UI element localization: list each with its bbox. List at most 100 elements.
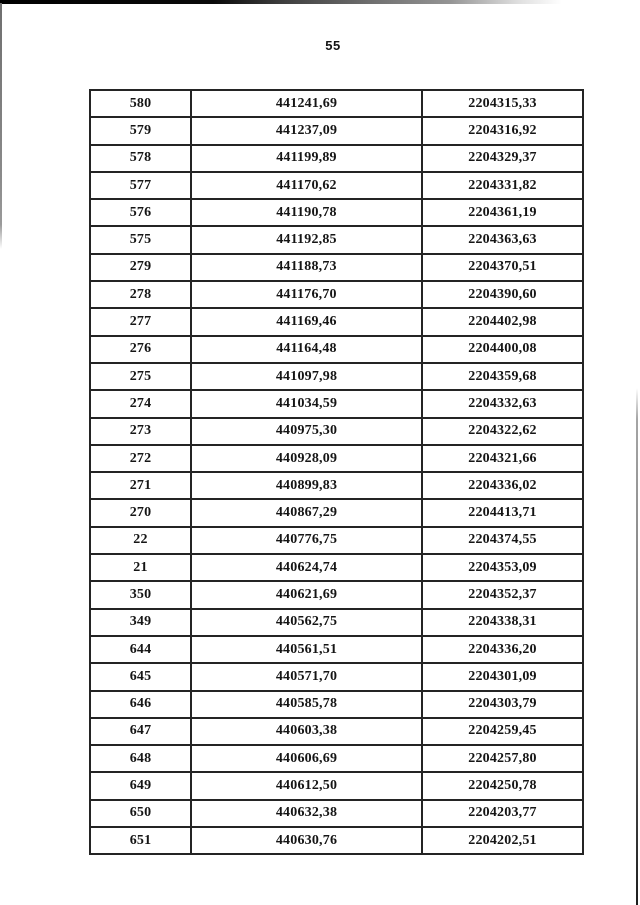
point-id-cell: 22	[89, 525, 192, 556]
y-coordinate-cell: 2204390,60	[421, 280, 584, 310]
y-coordinate-cell: 2204374,55	[421, 525, 584, 556]
table-row: 271 440899,83 2204336,02	[89, 471, 584, 501]
table-row: 648 440606,69 2204257,80	[89, 744, 584, 774]
table-row: 577 441170,62 2204331,82	[89, 170, 584, 201]
point-id-cell: 579	[89, 116, 192, 146]
table-row: 650 440632,38 2204203,77	[89, 798, 584, 829]
table-row: 277 441169,46 2204402,98	[89, 307, 584, 337]
table-row: 276 441164,48 2204400,08	[89, 334, 584, 364]
y-coordinate-cell: 2204370,51	[421, 252, 584, 283]
x-coordinate-cell: 440603,38	[190, 716, 423, 747]
point-id-cell: 646	[89, 689, 192, 719]
x-coordinate-cell: 441241,69	[190, 88, 423, 119]
x-coordinate-cell: 441199,89	[190, 143, 423, 173]
point-id-cell: 647	[89, 716, 192, 747]
point-id-cell: 272	[89, 443, 192, 474]
point-id-cell: 271	[89, 471, 192, 501]
x-coordinate-cell: 440606,69	[190, 744, 423, 774]
x-coordinate-cell: 441188,73	[190, 252, 423, 283]
x-coordinate-cell: 441034,59	[190, 389, 423, 419]
point-id-cell: 274	[89, 389, 192, 419]
y-coordinate-cell: 2204203,77	[421, 798, 584, 829]
table-row: 272 440928,09 2204321,66	[89, 443, 584, 474]
point-id-cell: 349	[89, 607, 192, 637]
table-row: 578 441199,89 2204329,37	[89, 143, 584, 173]
table-row: 21 440624,74 2204353,09	[89, 553, 584, 583]
x-coordinate-cell: 441176,70	[190, 280, 423, 310]
point-id-cell: 578	[89, 143, 192, 173]
coordinate-table: 580 441241,69 2204315,33 579 441237,09 220431…	[89, 88, 584, 856]
x-coordinate-cell: 441097,98	[190, 361, 423, 392]
x-coordinate-cell: 440928,09	[190, 443, 423, 474]
y-coordinate-cell: 2204332,63	[421, 389, 584, 419]
table-row: 576 441190,78 2204361,19	[89, 198, 584, 228]
table-row: 579 441237,09 2204316,92	[89, 116, 584, 146]
y-coordinate-cell: 2204301,09	[421, 662, 584, 692]
x-coordinate-cell: 440624,74	[190, 553, 423, 583]
point-id-cell: 276	[89, 334, 192, 364]
table-row: 647 440603,38 2204259,45	[89, 716, 584, 747]
y-coordinate-cell: 2204352,37	[421, 580, 584, 610]
point-id-cell: 650	[89, 798, 192, 829]
y-coordinate-cell: 2204329,37	[421, 143, 584, 173]
table-row: 644 440561,51 2204336,20	[89, 634, 584, 665]
table-row: 350 440621,69 2204352,37	[89, 580, 584, 610]
y-coordinate-cell: 2204250,78	[421, 771, 584, 801]
x-coordinate-cell: 441192,85	[190, 225, 423, 255]
x-coordinate-cell: 440561,51	[190, 634, 423, 665]
y-coordinate-cell: 2204338,31	[421, 607, 584, 637]
point-id-cell: 645	[89, 662, 192, 692]
point-id-cell: 577	[89, 170, 192, 201]
point-id-cell: 275	[89, 361, 192, 392]
y-coordinate-cell: 2204321,66	[421, 443, 584, 474]
point-id-cell: 279	[89, 252, 192, 283]
table-row: 580 441241,69 2204315,33	[89, 88, 584, 119]
point-id-cell: 648	[89, 744, 192, 774]
y-coordinate-cell: 2204363,63	[421, 225, 584, 255]
x-coordinate-cell: 440612,50	[190, 771, 423, 801]
x-coordinate-cell: 440899,83	[190, 471, 423, 501]
y-coordinate-cell: 2204400,08	[421, 334, 584, 364]
y-coordinate-cell: 2204257,80	[421, 744, 584, 774]
x-coordinate-cell: 440571,70	[190, 662, 423, 692]
y-coordinate-cell: 2204413,71	[421, 498, 584, 528]
x-coordinate-cell: 441170,62	[190, 170, 423, 201]
y-coordinate-cell: 2204259,45	[421, 716, 584, 747]
y-coordinate-cell: 2204359,68	[421, 361, 584, 392]
table-row: 279 441188,73 2204370,51	[89, 252, 584, 283]
table-row: 274 441034,59 2204332,63	[89, 389, 584, 419]
table-row: 273 440975,30 2204322,62	[89, 416, 584, 446]
point-id-cell: 644	[89, 634, 192, 665]
x-coordinate-cell: 440867,29	[190, 498, 423, 528]
coordinate-table-body: 580 441241,69 2204315,33 579 441237,09 220431…	[89, 88, 584, 856]
page-number: 55	[325, 38, 341, 53]
x-coordinate-cell: 441190,78	[190, 198, 423, 228]
table-row: 575 441192,85 2204363,63	[89, 225, 584, 255]
table-row: 645 440571,70 2204301,09	[89, 662, 584, 692]
point-id-cell: 649	[89, 771, 192, 801]
y-coordinate-cell: 2204361,19	[421, 198, 584, 228]
point-id-cell: 576	[89, 198, 192, 228]
point-id-cell: 350	[89, 580, 192, 610]
y-coordinate-cell: 2204336,20	[421, 634, 584, 665]
point-id-cell: 277	[89, 307, 192, 337]
x-coordinate-cell: 440776,75	[190, 525, 423, 556]
scan-edge-right	[636, 388, 638, 905]
y-coordinate-cell: 2204315,33	[421, 88, 584, 119]
y-coordinate-cell: 2204303,79	[421, 689, 584, 719]
table-row: 349 440562,75 2204338,31	[89, 607, 584, 637]
x-coordinate-cell: 441169,46	[190, 307, 423, 337]
table-row: 22 440776,75 2204374,55	[89, 525, 584, 556]
y-coordinate-cell: 2204402,98	[421, 307, 584, 337]
x-coordinate-cell: 440585,78	[190, 689, 423, 719]
y-coordinate-cell: 2204336,02	[421, 471, 584, 501]
point-id-cell: 273	[89, 416, 192, 446]
x-coordinate-cell: 441237,09	[190, 116, 423, 146]
y-coordinate-cell: 2204202,51	[421, 826, 584, 856]
x-coordinate-cell: 441164,48	[190, 334, 423, 364]
point-id-cell: 580	[89, 88, 192, 119]
table-row: 275 441097,98 2204359,68	[89, 361, 584, 392]
x-coordinate-cell: 440621,69	[190, 580, 423, 610]
point-id-cell: 21	[89, 553, 192, 583]
